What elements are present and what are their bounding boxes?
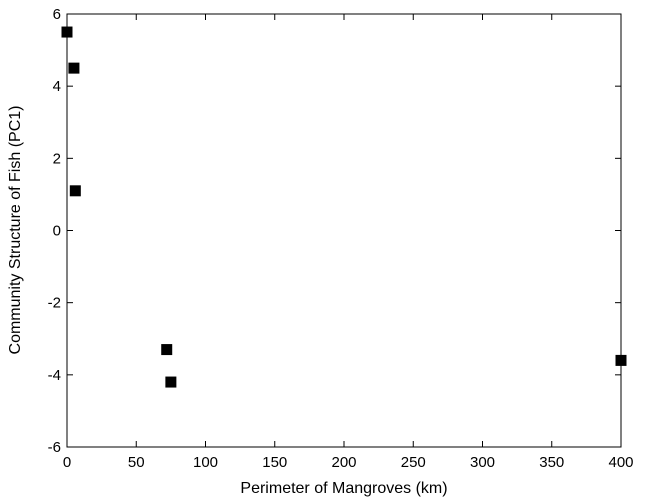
y-tick-label: 0 [53, 223, 61, 240]
x-tick-label: 300 [470, 454, 495, 471]
x-axis-title: Perimeter of Mangroves (km) [240, 480, 447, 497]
x-tick-label: 250 [401, 454, 426, 471]
x-tick-label: 100 [193, 454, 218, 471]
y-tick-label: 2 [53, 150, 61, 167]
data-point [69, 185, 81, 197]
y-tick-label: -4 [48, 367, 61, 384]
ticks-group: 0 50 100 150 200 250 300 350 400 -6 -4 -2 0 2 4 6 [48, 6, 634, 471]
plot-frame [66, 13, 622, 448]
data-point [61, 26, 73, 38]
data-point [161, 344, 173, 356]
x-tick-label: 200 [331, 454, 356, 471]
y-axis-title: Community Structure of Fish (PC1) [7, 106, 24, 355]
y-tick-label: -6 [48, 439, 61, 456]
data-point [68, 62, 80, 74]
x-tick-label: 0 [63, 454, 71, 471]
x-tick-label: 150 [262, 454, 287, 471]
x-tick-label: 50 [128, 454, 145, 471]
x-tick-label: 400 [608, 454, 633, 471]
points-group [61, 26, 627, 388]
y-tick-label: 4 [53, 78, 61, 95]
y-tick-label: 6 [53, 6, 61, 23]
data-point [615, 354, 627, 366]
data-point [165, 376, 177, 388]
x-tick-label: 350 [539, 454, 564, 471]
y-tick-label: -2 [48, 295, 61, 312]
